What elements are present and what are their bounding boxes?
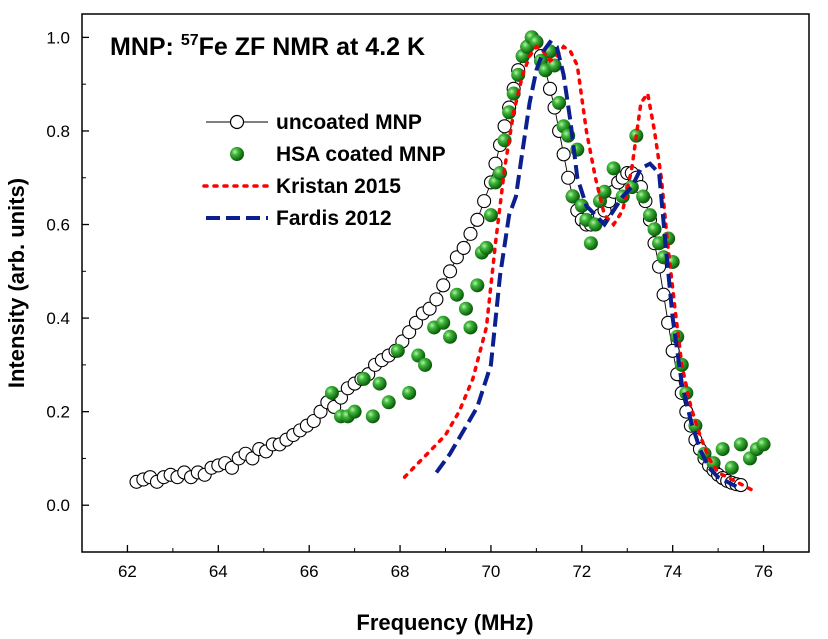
chart-title-rest: Fe ZF NMR at 4.2 K	[199, 33, 425, 61]
point-hsa	[574, 198, 589, 213]
point-hsa	[636, 189, 651, 204]
point-hsa	[642, 208, 657, 223]
x-tick-label: 76	[754, 562, 773, 581]
point-hsa	[529, 35, 544, 50]
y-tick-label: 0.0	[46, 496, 70, 515]
x-axis-title: Frequency (MHz)	[356, 610, 533, 635]
point-uncoated	[442, 264, 458, 279]
point-uncoated	[402, 325, 417, 340]
chart-title-isotope: 57	[181, 32, 199, 49]
point-hsa	[502, 105, 517, 120]
chart-title-prefix: MNP:	[110, 33, 181, 61]
point-uncoated	[327, 399, 342, 415]
point-hsa	[597, 184, 612, 199]
point-hsa	[733, 437, 748, 452]
point-hsa	[647, 222, 662, 237]
point-uncoated	[456, 240, 471, 255]
point-uncoated	[313, 404, 328, 419]
point-uncoated	[656, 287, 671, 302]
point-hsa	[443, 329, 458, 344]
point-uncoated	[470, 212, 485, 227]
point-hsa	[381, 395, 396, 410]
point-hsa	[347, 404, 362, 419]
point-uncoated	[429, 292, 444, 307]
point-uncoated	[224, 460, 239, 475]
y-tick-label: 0.8	[46, 122, 70, 141]
legend-label-hsa: HSA coated MNP	[276, 143, 446, 166]
point-hsa	[470, 278, 485, 293]
legend-label-uncoated: uncoated MNP	[276, 111, 422, 134]
point-hsa	[436, 315, 451, 330]
point-uncoated	[477, 194, 492, 209]
point-hsa	[463, 320, 478, 335]
x-tick-label: 62	[118, 562, 137, 581]
point-hsa	[324, 385, 339, 400]
x-tick-label: 70	[481, 562, 500, 581]
point-hsa	[724, 460, 739, 475]
point-hsa	[756, 437, 771, 452]
point-hsa	[372, 376, 387, 391]
point-hsa	[449, 287, 464, 302]
point-uncoated	[245, 451, 260, 466]
y-tick-label: 1.0	[46, 28, 70, 47]
point-hsa	[565, 189, 580, 204]
point-hsa	[552, 95, 567, 110]
legend: uncoated MNP HSA coated MNP Kristan 2015…	[202, 111, 446, 230]
series-line-kristan	[402, 44, 757, 493]
point-hsa	[606, 161, 621, 176]
legend-entry-uncoated: uncoated MNP	[206, 111, 422, 134]
chart-title: MNP: 57Fe ZF NMR at 4.2 K	[110, 32, 425, 61]
point-hsa	[390, 343, 405, 358]
point-hsa	[583, 236, 598, 251]
y-tick-label: 0.4	[46, 309, 70, 328]
point-uncoated	[556, 147, 571, 162]
point-hsa	[506, 86, 521, 101]
series-line-fardis	[434, 39, 738, 489]
y-tick-label: 0.2	[46, 403, 70, 422]
x-tick-label: 66	[300, 562, 319, 581]
legend-marker-uncoated	[229, 114, 245, 130]
point-hsa	[365, 409, 380, 424]
x-tick-label: 64	[209, 562, 228, 581]
point-uncoated	[422, 301, 437, 316]
y-axis-title: Intensity (arb. units)	[4, 178, 29, 388]
legend-label-kristan: Kristan 2015	[276, 175, 401, 198]
point-hsa	[418, 357, 433, 372]
legend-entry-kristan: Kristan 2015	[202, 175, 401, 198]
point-hsa	[483, 208, 498, 223]
legend-label-fardis: Fardis 2012	[276, 207, 392, 230]
point-uncoated	[497, 119, 512, 134]
legend-entry-fardis: Fardis 2012	[206, 207, 392, 230]
point-hsa	[356, 371, 371, 386]
point-uncoated	[408, 315, 424, 330]
point-hsa	[715, 442, 730, 457]
x-tick-label: 74	[663, 562, 682, 581]
point-uncoated	[542, 81, 558, 96]
legend-marker-hsa	[230, 147, 244, 161]
point-uncoated	[449, 250, 464, 265]
point-hsa	[511, 67, 526, 82]
point-uncoated	[306, 413, 321, 429]
legend-entry-hsa: HSA coated MNP	[230, 143, 446, 166]
x-tick-label: 72	[572, 562, 591, 581]
point-uncoated	[463, 226, 478, 241]
point-hsa	[479, 240, 494, 255]
point-hsa	[458, 301, 473, 316]
point-hsa	[402, 385, 417, 400]
point-uncoated	[561, 170, 576, 185]
y-tick-label: 0.6	[46, 216, 70, 235]
point-uncoated	[436, 278, 451, 293]
x-tick-label: 68	[391, 562, 410, 581]
